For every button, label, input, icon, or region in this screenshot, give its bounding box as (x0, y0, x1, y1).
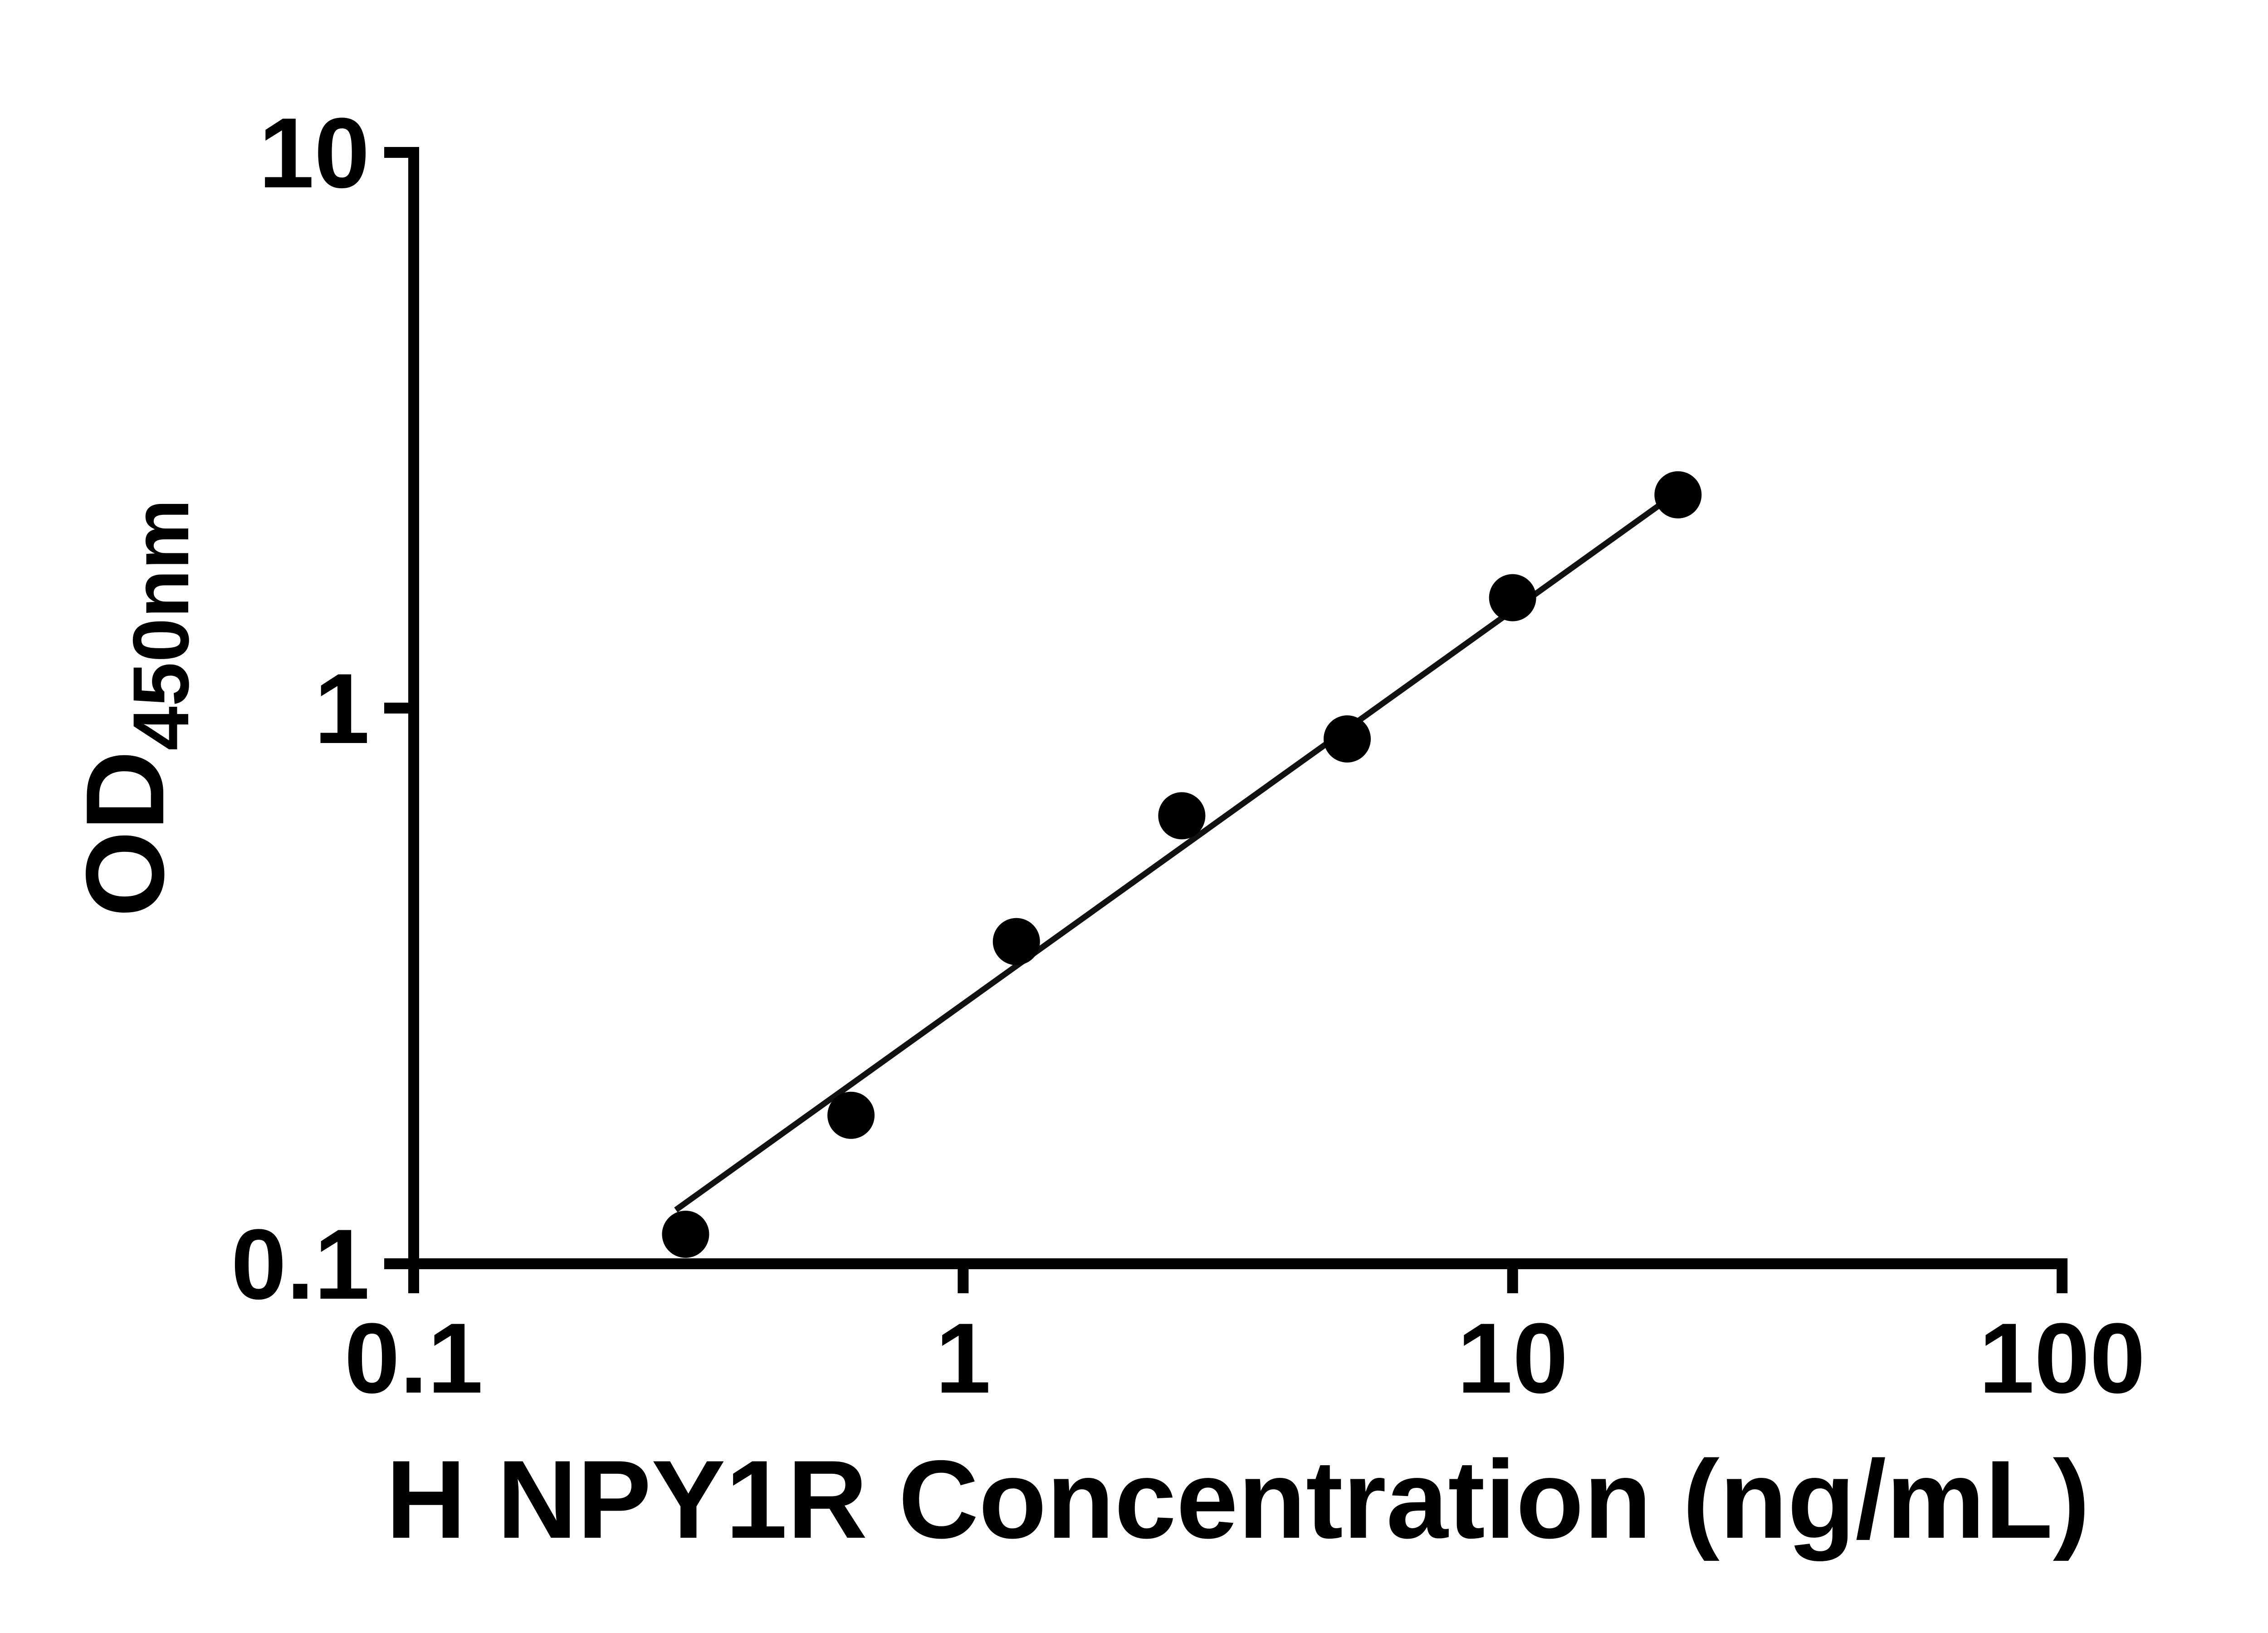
y-tick-label: 1 (314, 653, 370, 764)
axis-spines (408, 147, 2068, 1269)
y-axis-title-subscript: 450nm (117, 499, 205, 750)
x-tick-label: 1 (935, 1302, 991, 1414)
x-tick-label: 10 (1457, 1302, 1568, 1414)
x-tick-label: 0.1 (344, 1302, 483, 1414)
data-point (992, 918, 1040, 965)
data-point (1324, 715, 1371, 763)
x-axis-title: H NPY1R Concentration (ng/mL) (386, 1437, 2090, 1561)
y-axis-title-text: OD (63, 750, 187, 917)
data-point (827, 1091, 875, 1139)
data-point (662, 1210, 709, 1258)
data-point (1489, 574, 1536, 621)
y-tick-label: 10 (259, 97, 370, 209)
data-point (1158, 792, 1206, 840)
data-point (1654, 471, 1702, 518)
y-axis-title: OD450nm (63, 499, 205, 917)
x-tick-label: 100 (1979, 1302, 2145, 1414)
plot-area: 0.1 1 10 100 0.1 1 10 (231, 97, 2145, 1414)
y-tick-label: 0.1 (231, 1208, 370, 1320)
